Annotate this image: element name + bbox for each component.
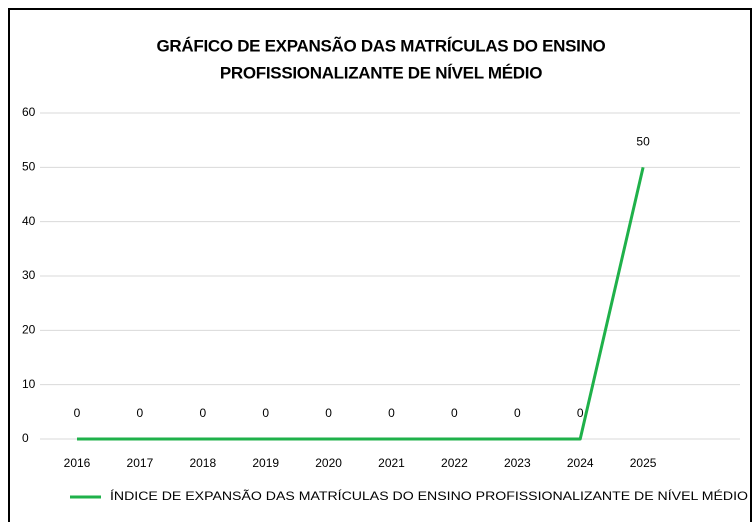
y-tick-label: 50 [22, 160, 36, 174]
x-tick-label: 2022 [441, 456, 468, 470]
x-tick-label: 2021 [378, 456, 405, 470]
chart-title: GRÁFICO DE EXPANSÃO DAS MATRÍCULAS DO EN… [157, 35, 606, 55]
x-tick-label: 2016 [64, 456, 91, 470]
x-tick-label: 2018 [189, 456, 216, 470]
y-tick-label: 60 [22, 105, 36, 119]
x-tick-label: 2019 [252, 456, 279, 470]
chart-title: PROFISSIONALIZANTE DE NÍVEL MÉDIO [220, 63, 542, 82]
data-line [77, 166, 645, 441]
data-label: 0 [262, 406, 269, 420]
data-label: 0 [74, 406, 81, 420]
chart-border [8, 8, 752, 527]
x-tick-label: 2017 [127, 456, 154, 470]
x-tick-label: 2024 [567, 456, 594, 470]
data-label: 0 [388, 406, 395, 420]
y-tick-label: 10 [22, 377, 36, 391]
data-label: 0 [325, 406, 332, 420]
data-label: 0 [137, 406, 144, 420]
data-label: 0 [199, 406, 206, 420]
y-tick-label: 40 [22, 214, 36, 228]
x-tick-label: 2025 [630, 456, 657, 470]
y-tick-label: 20 [22, 323, 36, 337]
x-tick-label: 2020 [315, 456, 342, 470]
data-label: 0 [451, 406, 458, 420]
data-label: 50 [636, 135, 650, 149]
data-label: 0 [577, 406, 584, 420]
legend-label: ÍNDICE DE EXPANSÃO DAS MATRÍCULAS DO ENS… [110, 488, 748, 503]
x-tick-label: 2023 [504, 456, 531, 470]
data-label: 0 [514, 406, 521, 420]
y-tick-label: 30 [22, 268, 36, 282]
y-tick-label: 0 [22, 431, 29, 445]
